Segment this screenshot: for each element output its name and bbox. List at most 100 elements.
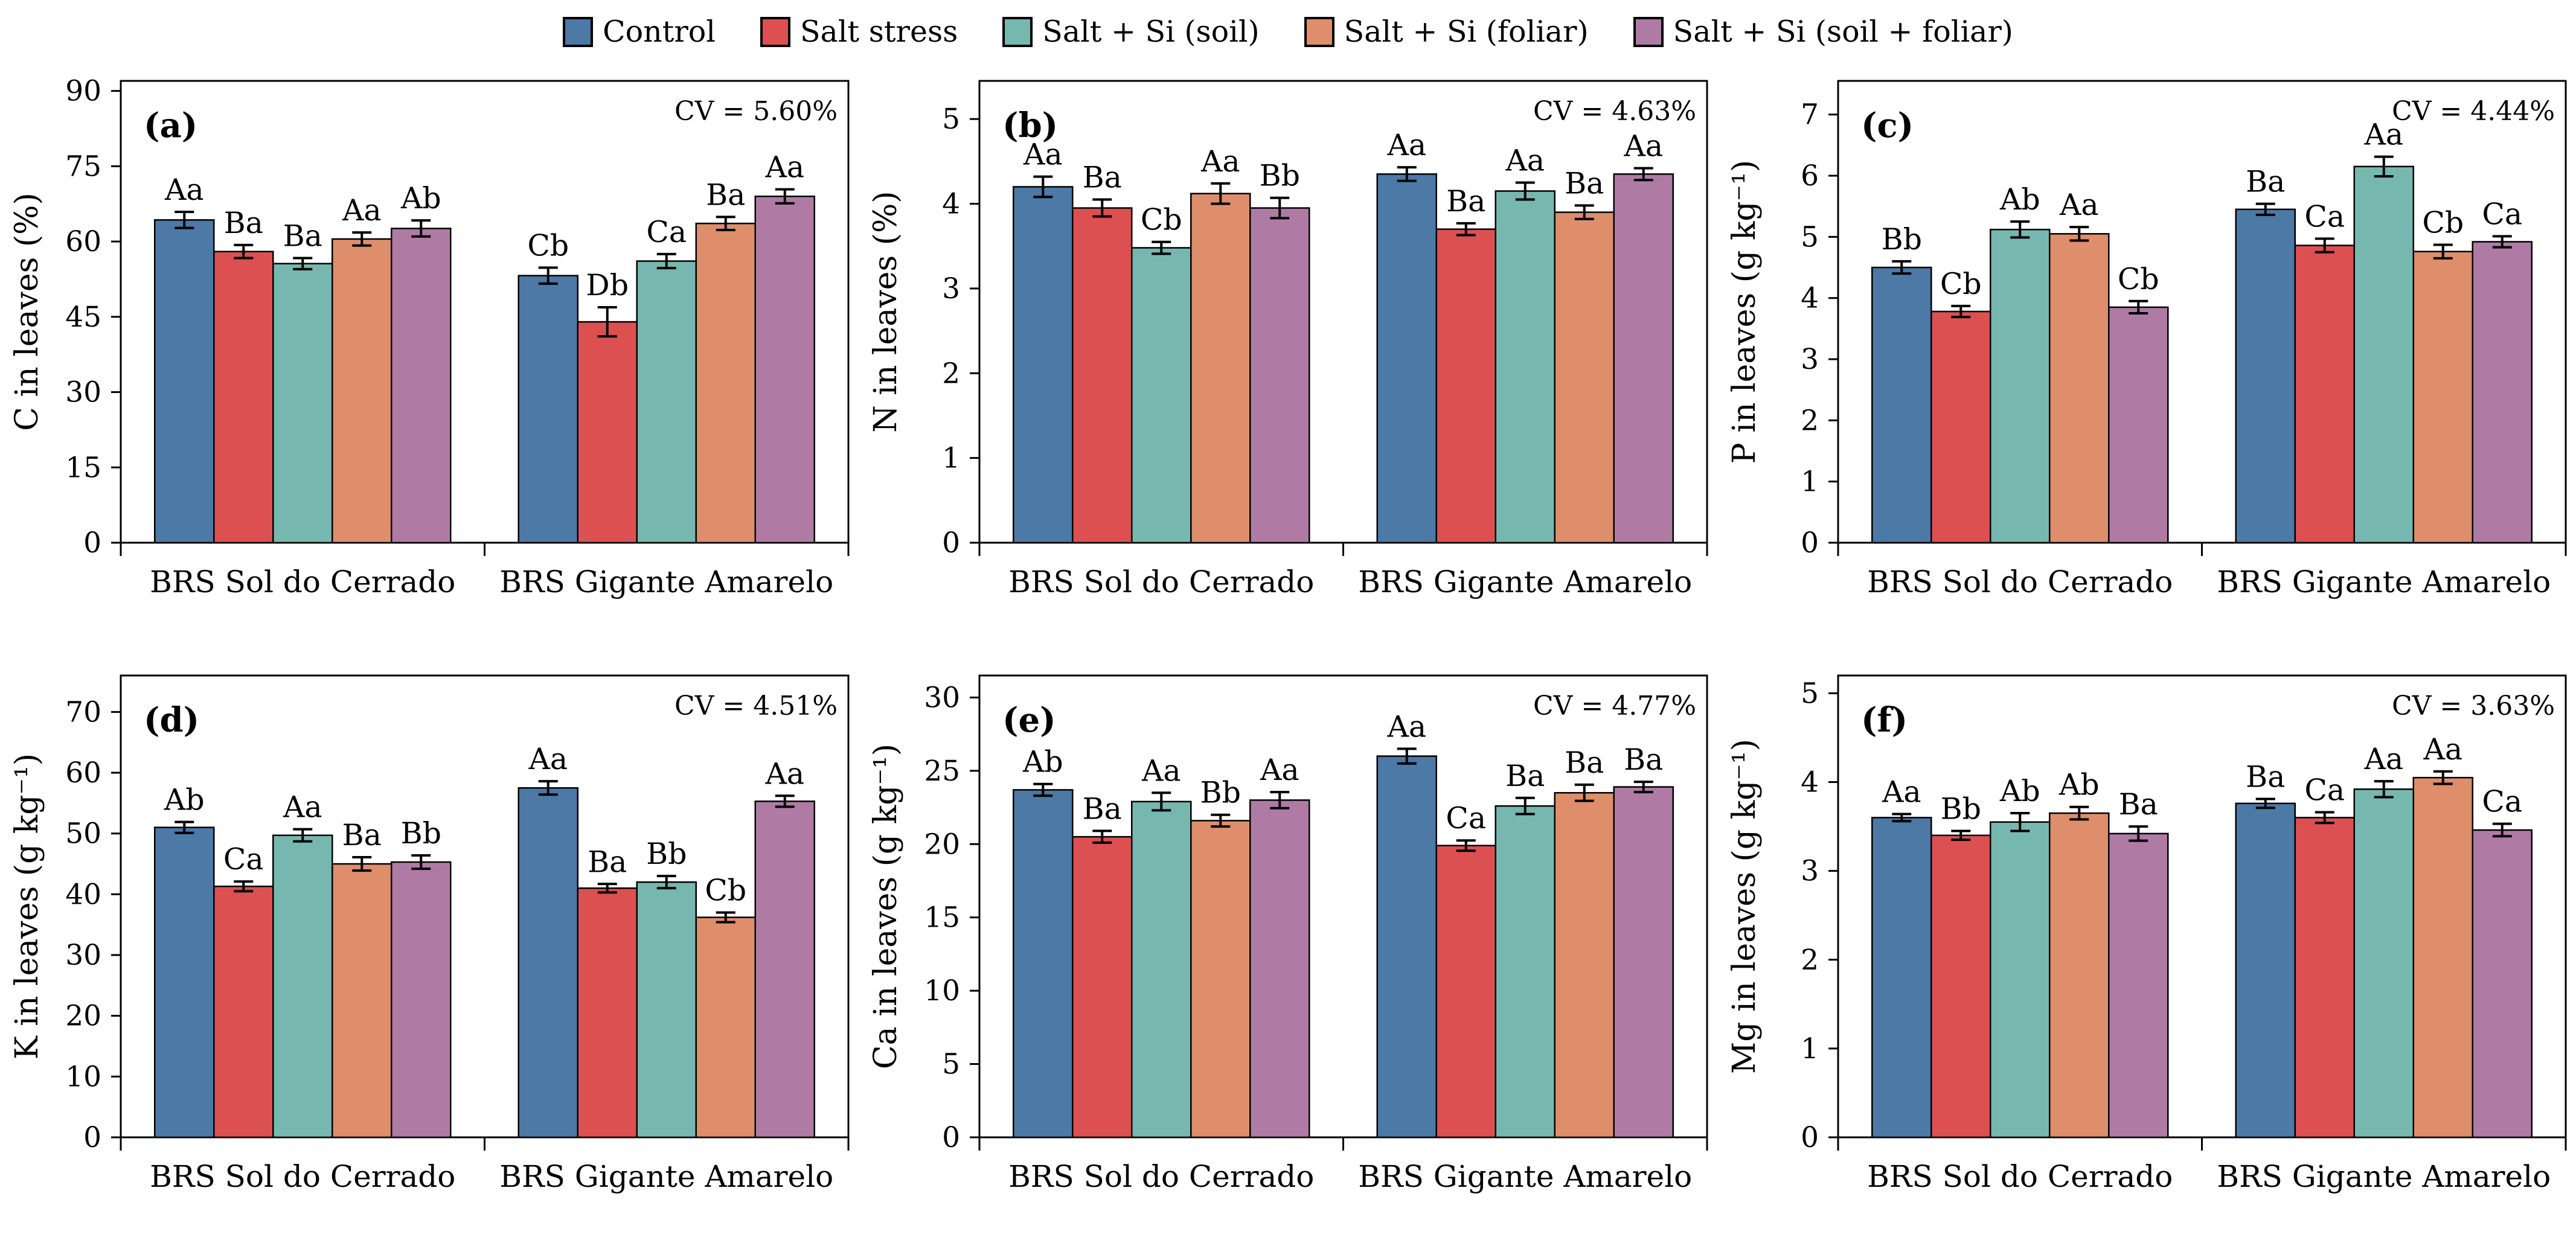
significance-letter: Aa xyxy=(1623,129,1663,164)
bar xyxy=(1435,228,1496,544)
y-tick-label: 2 xyxy=(942,357,960,390)
y-tick-label: 1 xyxy=(942,442,960,475)
cv-label: CV = 3.63% xyxy=(2392,691,2555,721)
legend-item-salt-si-soil: Salt + Si (soil) xyxy=(1002,16,1260,47)
bar xyxy=(1871,817,1932,1139)
bar xyxy=(577,321,638,544)
y-tick-label: 15 xyxy=(924,901,960,934)
legend-swatch-icon xyxy=(760,16,790,47)
significance-letter: Cb xyxy=(705,874,746,908)
bar xyxy=(2294,817,2355,1139)
significance-letter: Aa xyxy=(764,756,804,791)
category-label: BRS Sol do Cerrado xyxy=(1008,564,1314,599)
significance-letter: Aa xyxy=(528,742,568,776)
bar xyxy=(1990,228,2051,544)
charts-grid: 0 15 30 45 60 75 90 C in leaves (%) (a) CV = 5.60… xyxy=(0,60,2576,1249)
category-label: BRS Gigante Amarelo xyxy=(1358,1159,1692,1194)
y-tick-label: 6 xyxy=(1801,159,1819,193)
significance-letter: Ba xyxy=(1083,791,1122,826)
legend-item-label: Salt + Si (foliar) xyxy=(1344,14,1589,49)
y-tick-label: 0 xyxy=(1801,526,1819,560)
panel-letter: (d) xyxy=(144,700,199,740)
significance-letter: Ab xyxy=(2059,768,2100,802)
bar xyxy=(2353,788,2414,1139)
significance-letter: Ba xyxy=(1083,161,1122,195)
y-tick-label: 0 xyxy=(942,526,960,560)
legend: Control Salt stress Salt + Si (soil) Salt +… xyxy=(0,0,2576,60)
significance-letter: Ba xyxy=(224,206,263,240)
category-label: BRS Sol do Cerrado xyxy=(1867,1159,2173,1194)
bar xyxy=(754,196,815,544)
bar xyxy=(1930,834,1991,1139)
significance-letter: Cb xyxy=(1141,203,1182,237)
panel-letter: (b) xyxy=(1002,106,1058,145)
bar xyxy=(2294,244,2355,544)
bar xyxy=(1131,247,1192,544)
bar xyxy=(517,787,578,1139)
chart-cell: 0 1 2 3 4 5 6 7 P in leaves (g kg⁻¹) (c) CV = 4.44… xyxy=(1717,60,2576,654)
chart-panel-f: 0 1 2 3 4 5 Mg in leaves (g kg⁻¹) (f) CV = 3.63%… xyxy=(1726,674,2567,1194)
bar xyxy=(1990,821,2051,1139)
bar xyxy=(154,219,215,544)
significance-letter: Cb xyxy=(2118,262,2159,296)
category-label: BRS Sol do Cerrado xyxy=(150,1159,455,1194)
significance-letter: Ab xyxy=(164,783,205,817)
significance-letter: Ab xyxy=(400,181,441,216)
significance-letter: Ba xyxy=(2246,759,2285,794)
legend-item-salt-stress: Salt stress xyxy=(760,16,958,47)
significance-letter: Bb xyxy=(646,837,687,871)
y-tick-label: 2 xyxy=(1801,944,1819,977)
bar xyxy=(1495,805,1556,1139)
significance-letter: Ab xyxy=(1999,182,2040,217)
y-axis-title: Ca in leaves (g kg⁻¹) xyxy=(868,744,904,1069)
chart-cell: 0 5 10 15 20 25 30 Ca in leaves (g kg⁻¹) (e) CV =… xyxy=(859,654,1717,1249)
bar xyxy=(2049,233,2110,544)
significance-letter: Aa xyxy=(1200,144,1240,179)
significance-letter: Ba xyxy=(1565,746,1604,780)
bar xyxy=(2235,208,2296,544)
bar xyxy=(213,251,274,544)
bar xyxy=(213,886,274,1139)
legend-item-label: Control xyxy=(603,14,716,49)
bar xyxy=(391,228,452,544)
y-tick-label: 5 xyxy=(1801,220,1819,254)
bar xyxy=(2412,776,2473,1139)
y-tick-label: 60 xyxy=(65,225,101,258)
significance-letter: Ca xyxy=(2304,773,2345,808)
bar xyxy=(1554,792,1615,1139)
bar xyxy=(154,826,215,1139)
significance-letter: Ca xyxy=(2304,199,2345,234)
significance-letter: Ba xyxy=(706,177,745,212)
bar xyxy=(391,861,452,1139)
legend-item-salt-si-soil-foliar: Salt + Si (soil + foliar) xyxy=(1633,16,2013,47)
bar xyxy=(577,887,638,1139)
y-axis-title: K in leaves (g kg⁻¹) xyxy=(9,753,45,1059)
significance-letter: Ba xyxy=(2119,787,2158,822)
bar xyxy=(2235,802,2296,1139)
y-axis-title: C in leaves (%) xyxy=(9,193,45,431)
bar xyxy=(2108,832,2169,1139)
y-tick-label: 0 xyxy=(1801,1121,1819,1154)
significance-letter: Cb xyxy=(2422,206,2464,240)
legend-swatch-icon xyxy=(1304,16,1334,47)
category-label: BRS Gigante Amarelo xyxy=(2217,564,2551,599)
y-axis-title: Mg in leaves (g kg⁻¹) xyxy=(1726,739,1763,1074)
bar xyxy=(2108,306,2169,544)
y-tick-label: 5 xyxy=(942,1048,960,1081)
significance-letter: Aa xyxy=(1023,138,1063,172)
bar xyxy=(272,834,333,1139)
bar xyxy=(332,238,392,544)
y-tick-label: 45 xyxy=(65,301,101,334)
y-axis-title: P in leaves (g kg⁻¹) xyxy=(1726,160,1763,464)
chart-cell: 0 1 2 3 4 5 Mg in leaves (g kg⁻¹) (f) CV = 3.63%… xyxy=(1717,654,2576,1249)
significance-letter: Ab xyxy=(1999,774,2040,808)
y-tick-label: 60 xyxy=(65,756,101,790)
bar xyxy=(754,800,815,1139)
cv-label: CV = 4.63% xyxy=(1533,96,1696,127)
legend-item-control: Control xyxy=(563,14,716,49)
y-tick-label: 30 xyxy=(65,376,101,409)
chart-panel-a: 0 15 30 45 60 75 90 C in leaves (%) (a) CV = 5.60… xyxy=(9,75,850,599)
significance-letter: Aa xyxy=(1386,128,1426,162)
significance-letter: Aa xyxy=(283,790,322,825)
